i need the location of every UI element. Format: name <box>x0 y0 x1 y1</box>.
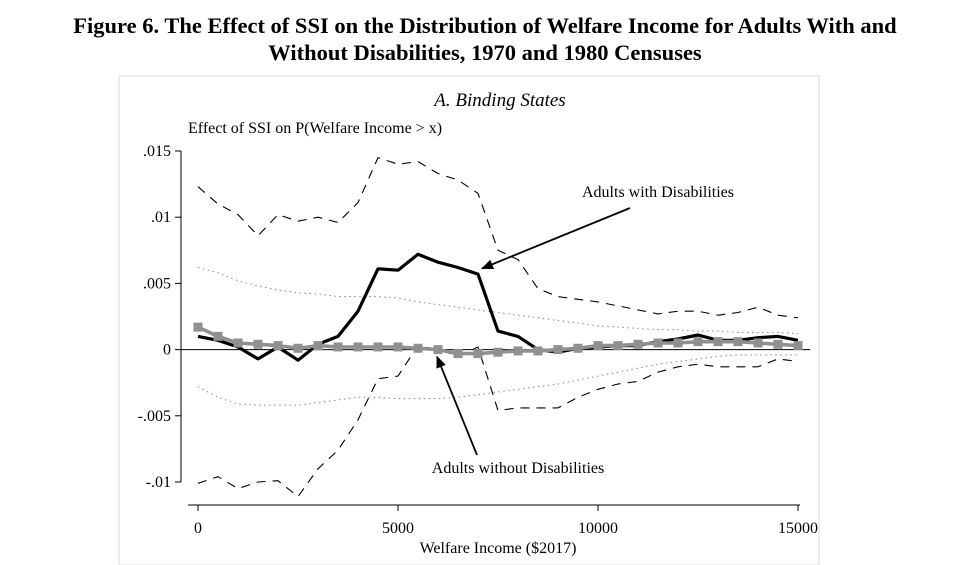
data-point-not-disabled <box>313 341 323 351</box>
data-point-not-disabled <box>573 343 583 353</box>
data-point-not-disabled <box>353 342 363 352</box>
data-point-not-disabled <box>193 322 203 332</box>
x-tick-label: 0 <box>194 520 202 537</box>
ci-lower-not-disabled <box>197 354 798 406</box>
data-point-not-disabled <box>613 341 623 351</box>
data-point-not-disabled <box>293 343 303 353</box>
annotations: Adults with Disabilities Adults without D… <box>432 184 734 477</box>
y-tick-label: 0 <box>163 342 171 359</box>
data-point-not-disabled <box>413 343 423 353</box>
y-tick-label: -.005 <box>138 408 171 425</box>
y-tick-label: -.01 <box>146 474 171 491</box>
y-tick-label: .005 <box>143 275 171 292</box>
x-tick-label: 15000 <box>778 520 818 537</box>
data-point-not-disabled <box>713 337 723 347</box>
data-point-not-disabled <box>753 338 763 348</box>
data-point-not-disabled <box>233 338 243 348</box>
data-point-not-disabled <box>673 338 683 348</box>
chart-title: A. Binding States <box>432 90 565 111</box>
x-axis-label: Welfare Income ($2017) <box>420 540 577 557</box>
data-point-not-disabled <box>333 342 343 352</box>
data-point-not-disabled <box>553 345 563 355</box>
y-axis-label: Effect of SSI on P(Welfare Income > x) <box>188 120 442 137</box>
data-point-not-disabled <box>433 345 443 355</box>
data-point-not-disabled <box>593 341 603 351</box>
x-tick-label: 10000 <box>578 520 618 537</box>
data-point-not-disabled <box>733 337 743 347</box>
data-point-not-disabled <box>273 341 283 351</box>
data-point-not-disabled <box>693 337 703 347</box>
data-point-not-disabled <box>493 347 503 357</box>
data-point-not-disabled <box>773 339 783 349</box>
data-point-not-disabled <box>453 349 463 359</box>
figure-title-line-1: Figure 6. The Effect of SSI on the Distr… <box>73 13 897 38</box>
data-point-not-disabled <box>793 341 803 351</box>
annotation-arrow-not-disabled <box>436 355 478 456</box>
data-point-not-disabled <box>533 346 543 356</box>
series-layer <box>193 157 803 498</box>
panel-frame <box>118 75 820 565</box>
data-point-not-disabled <box>473 349 483 359</box>
axes: .015 .01 .005 0 -.005 -.01 0 5000 10000 15000 <box>138 143 818 537</box>
annotation-disabled: Adults with Disabilities <box>582 184 734 201</box>
annotation-not-disabled: Adults without Disabilities <box>432 460 604 477</box>
data-point-not-disabled <box>513 346 523 356</box>
y-tick-label: .015 <box>143 143 171 160</box>
series-line-disabled <box>197 252 799 362</box>
annotation-arrow-disabled <box>481 207 631 270</box>
data-point-not-disabled <box>633 339 643 349</box>
data-point-not-disabled <box>393 342 403 352</box>
data-point-not-disabled <box>653 338 663 348</box>
ci-upper-not-disabled <box>197 266 799 335</box>
data-point-not-disabled <box>253 339 263 349</box>
figure-title-line-2: Without Disabilities, 1970 and 1980 Cens… <box>268 40 702 65</box>
figure-title: Figure 6. The Effect of SSI on the Distr… <box>0 12 970 66</box>
x-tick-label: 5000 <box>382 520 414 537</box>
data-point-not-disabled <box>373 342 383 352</box>
ci-upper-disabled <box>197 157 799 319</box>
data-point-not-disabled <box>213 331 223 341</box>
y-tick-label: .01 <box>151 209 171 226</box>
